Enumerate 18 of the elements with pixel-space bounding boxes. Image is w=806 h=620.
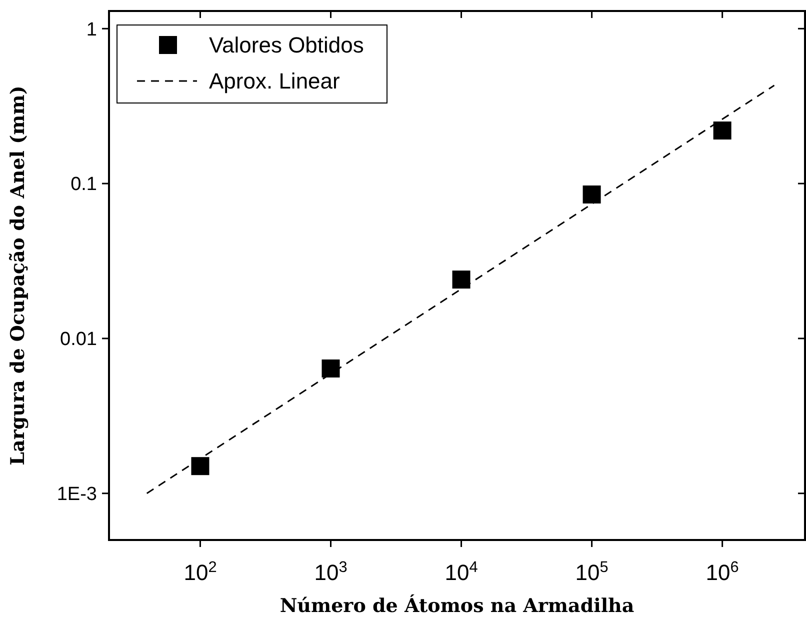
point xyxy=(322,359,340,378)
point xyxy=(713,122,732,140)
y-tick-label: 1E-3 xyxy=(56,484,97,506)
y-tick-label: 0.1 xyxy=(70,174,97,196)
x-tick-label: 10$^{2}$ xyxy=(184,558,217,585)
legend-label: Valores Obtidos xyxy=(209,32,364,58)
x-tick-label: 10$^{3}$ xyxy=(314,558,348,585)
point xyxy=(582,185,601,204)
point xyxy=(191,457,210,476)
y-axis-title: Largura de Ocupação do Anel (mm) xyxy=(7,86,29,466)
legend-label: Aprox. Linear xyxy=(209,68,340,94)
point xyxy=(452,270,470,289)
y-tick-label: 1 xyxy=(86,19,97,40)
x-axis-title: Número de Átomos na Armadilha xyxy=(280,594,634,617)
y-tick-label: 0.01 xyxy=(60,329,97,350)
x-tick-label: 10$^{4}$ xyxy=(444,558,478,585)
x-tick-label: 10$^{5}$ xyxy=(575,558,608,585)
x-tick-label: 10$^{6}$ xyxy=(706,558,739,585)
